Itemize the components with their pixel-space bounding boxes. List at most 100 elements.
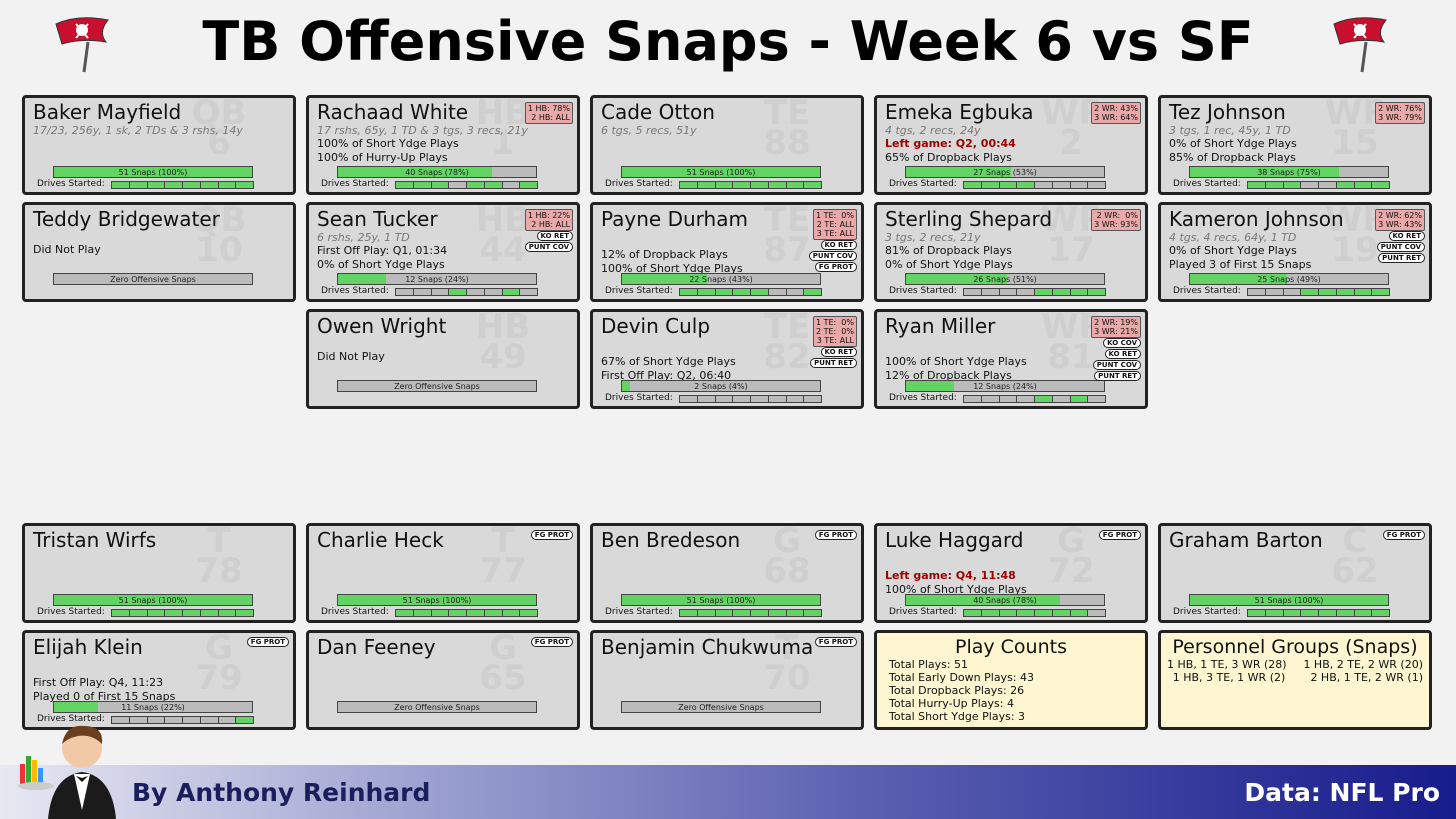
drive-segment (236, 610, 253, 616)
drive-segment (129, 717, 148, 723)
note-line: 100% of Short Ydge Plays (601, 262, 743, 275)
snap-bar: 40 Snaps (78%) (905, 594, 1105, 606)
play-count-line: Total Hurry-Up Plays: 4 (889, 697, 1014, 710)
drive-segment (768, 396, 787, 402)
note-line: 0% of Short Ydge Plays (1169, 137, 1297, 150)
drives-strip (395, 181, 538, 189)
player-name: Kameron Johnson (1169, 207, 1344, 231)
snap-bar-label: 12 Snaps (24%) (973, 382, 1037, 391)
drive-segment (733, 289, 751, 295)
drive-segment (484, 289, 503, 295)
snap-bar: Zero Offensive Snaps (337, 380, 537, 392)
player-name: Elijah Klein (33, 635, 143, 659)
drive-segment (697, 289, 716, 295)
jersey-number: 1 (491, 123, 515, 163)
jersey-number: 49 (479, 337, 527, 377)
personnel-share-box: 2 WR: 0% 3 WR: 93% (1091, 209, 1141, 231)
special-teams-tag: PUNT COV (1376, 242, 1425, 252)
special-teams-tag: KO RET (1388, 231, 1425, 241)
snap-bar-label: Zero Offensive Snaps (678, 703, 764, 712)
player-name: Dan Feeney (317, 635, 436, 659)
snap-bar-fill (906, 595, 1061, 605)
drive-segment (1248, 182, 1266, 188)
drive-segment (999, 182, 1018, 188)
snap-bar: 51 Snaps (100%) (621, 594, 821, 606)
drives-started-label: Drives Started: (889, 286, 957, 296)
drive-segment (129, 182, 148, 188)
drive-segment (1052, 289, 1071, 295)
special-teams-tag: KO RET (1104, 349, 1141, 359)
note-line: Left game: Q2, 00:44 (885, 137, 1016, 150)
special-teams-tag: FG PROT (814, 262, 857, 272)
player-card: WR 19 Kameron Johnson 4 tgs, 4 recs, 64y, 1… (1158, 202, 1432, 302)
snap-bar-fill (906, 274, 1007, 284)
snap-bar-label: 12 Snaps (24%) (405, 275, 469, 284)
player-card: WR 2 Emeka Egbuka 4 tgs, 2 recs, 24y Left ga… (874, 95, 1148, 195)
drive-segment (981, 396, 1000, 402)
play-counts-title: Play Counts (955, 636, 1067, 658)
jersey-number: 87 (763, 230, 811, 270)
snap-bar: Zero Offensive Snaps (337, 701, 537, 713)
jersey-number: 72 (1047, 551, 1095, 591)
drive-segment (697, 610, 716, 616)
player-name: Cade Otton (601, 100, 715, 124)
note-line: First Off Play: Q1, 01:34 (317, 244, 448, 257)
special-teams-tag: PUNT RET (1094, 371, 1141, 381)
personnel-groups-card: Personnel Groups (Snaps) 1 HB, 1 TE, 3 W… (1158, 630, 1432, 730)
drive-segment (1070, 182, 1089, 188)
drive-segment (502, 610, 521, 616)
drives-started-label: Drives Started: (889, 393, 957, 403)
drive-segment (1088, 182, 1105, 188)
drives-strip (963, 609, 1106, 617)
drives-started-label: Drives Started: (321, 607, 389, 617)
drive-segment (165, 610, 183, 616)
drive-segment (733, 396, 751, 402)
player-card: HB 49 Owen Wright Did Not Play Zero Offensiv… (306, 309, 580, 409)
drive-segment (502, 182, 521, 188)
player-name: Sean Tucker (317, 207, 438, 231)
jersey-number: 15 (1331, 123, 1379, 163)
drive-segment (183, 717, 201, 723)
drive-segment (449, 289, 467, 295)
drive-segment (147, 182, 166, 188)
play-count-line: Total Short Ydge Plays: 3 (889, 710, 1026, 723)
drive-segment (183, 182, 201, 188)
position-number-watermark: TE 88 (757, 98, 817, 160)
special-teams-tag: PUNT RET (1378, 253, 1425, 263)
drive-segment (1088, 610, 1105, 616)
drive-segment (218, 717, 237, 723)
player-name: Tez Johnson (1169, 100, 1286, 124)
special-teams-tag: KO RET (820, 240, 857, 250)
drive-segment (1319, 289, 1337, 295)
drive-segment (680, 289, 698, 295)
drive-segment (1301, 289, 1319, 295)
position-label: G (1057, 523, 1085, 561)
snap-bar-fill (906, 167, 1011, 177)
snap-bar: 27 Snaps (53%) (905, 166, 1105, 178)
drive-segment (396, 610, 414, 616)
snap-bar-label: 51 Snaps (100%) (118, 596, 188, 605)
drive-segment (1301, 610, 1319, 616)
drives-started-label: Drives Started: (37, 607, 105, 617)
snap-bar-label: Zero Offensive Snaps (394, 382, 480, 391)
play-count-line: Total Plays: 51 (889, 658, 969, 671)
drive-segment (1070, 289, 1089, 295)
snap-bar-fill (1190, 274, 1288, 284)
snap-bar: Zero Offensive Snaps (621, 701, 821, 713)
position-label: HB (475, 309, 531, 347)
stat-line: 6 rshs, 25y, 1 TD (317, 231, 410, 244)
snap-bar-label: 26 Snaps (51%) (973, 275, 1037, 284)
drive-segment (1265, 610, 1284, 616)
drives-started-label: Drives Started: (605, 286, 673, 296)
drive-segment (1372, 182, 1389, 188)
position-label: HB (475, 95, 531, 133)
snap-bar-fill (622, 167, 820, 177)
drive-segment (165, 717, 183, 723)
drive-segment (1088, 289, 1105, 295)
snap-bar: 12 Snaps (24%) (337, 273, 537, 285)
drives-strip (679, 288, 822, 296)
jersey-number: 81 (1047, 337, 1095, 377)
special-teams-tag: FG PROT (530, 530, 573, 540)
position-number-watermark: HB 49 (473, 309, 533, 377)
